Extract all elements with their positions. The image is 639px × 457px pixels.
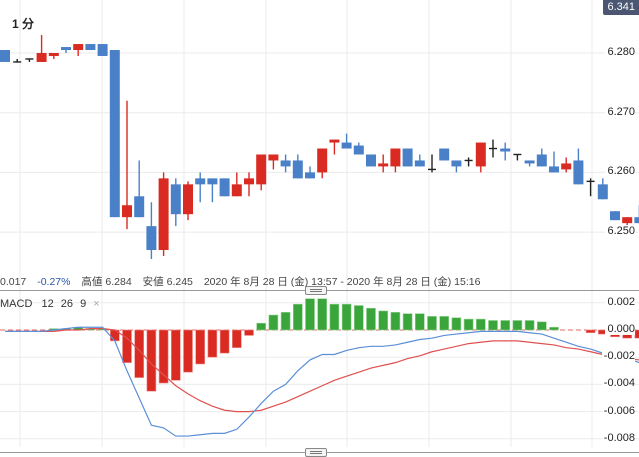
low-value: 6.245 — [166, 276, 193, 288]
price-axis-label: 6.280 — [605, 46, 635, 58]
macd-axis-label: -0.002 — [601, 350, 635, 363]
low-label: 安値 — [142, 276, 164, 288]
macd-axis-label: -0.004 — [601, 377, 635, 390]
info-bar: 0.017 -0.27% 高値 6.284 安値 6.245 2020 年 8月 2… — [0, 274, 488, 289]
change-value: 0.017 — [0, 276, 27, 288]
last-price-badge: 6.341 — [603, 0, 639, 15]
pane-resize-handle[interactable] — [305, 286, 327, 295]
price-axis-label: 6.270 — [605, 105, 635, 118]
macd-fast: 12 — [41, 298, 54, 310]
price-axis-label: 6.260 — [605, 165, 635, 178]
date-range: 2020 年 8月 28 日 (金) 13:57 - 2020 年 8月 28 … — [203, 276, 481, 288]
change-percent: -0.27% — [37, 276, 71, 288]
bottom-resize-handle[interactable] — [305, 448, 327, 457]
macd-slow: 26 — [60, 298, 74, 310]
price-axis-label: 6.250 — [605, 225, 635, 238]
macd-axis-label: 0.000 — [605, 323, 635, 335]
close-macd-icon[interactable]: × — [93, 298, 100, 310]
high-label: 高値 — [81, 276, 103, 288]
macd-axis-label: 0.002 — [605, 295, 635, 308]
macd-label: MACD — [0, 298, 33, 310]
macd-axis-label: -0.006 — [601, 404, 635, 417]
high-value: 6.284 — [105, 276, 132, 288]
macd-legend: MACD 12 26 9 × — [0, 298, 100, 310]
macd-axis-label: -0.008 — [601, 431, 635, 444]
timeframe-label: 1 分 — [12, 17, 35, 31]
macd-signal: 9 — [80, 298, 87, 310]
